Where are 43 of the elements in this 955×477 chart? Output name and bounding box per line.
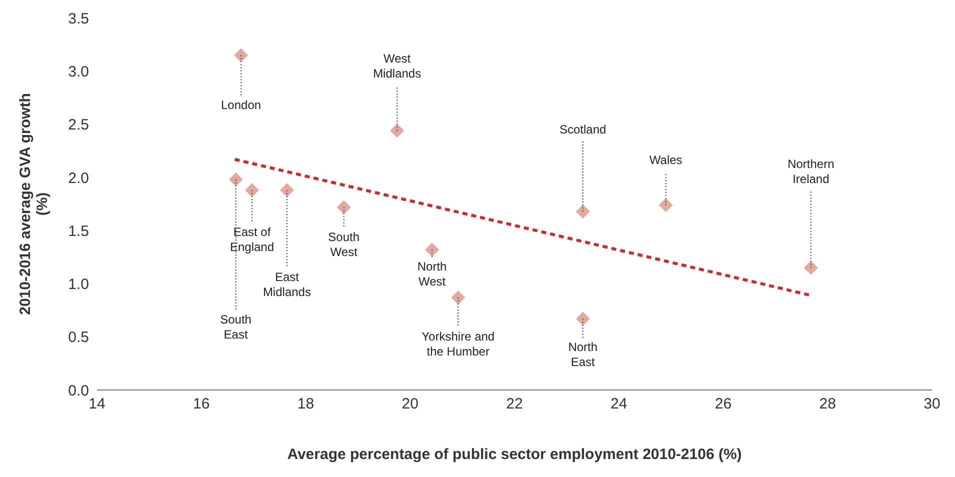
annotation: Yorkshire and the Humber <box>422 330 495 359</box>
point <box>336 200 351 214</box>
annotation: South East <box>220 312 252 342</box>
annotation: East Midlands <box>262 270 311 300</box>
annotation: South West <box>328 230 360 260</box>
annotation: London <box>221 98 262 112</box>
point <box>804 260 818 275</box>
annotation: Wales <box>649 153 682 168</box>
y-tick-label: 2.0 <box>68 170 89 187</box>
y-tick-label: 2.5 <box>68 116 89 134</box>
point <box>658 198 673 212</box>
annotation: East of England <box>230 225 274 254</box>
point <box>451 290 466 305</box>
x-tick-label: 26 <box>714 396 732 413</box>
x-tick-label: 22 <box>506 396 523 413</box>
annotation: North West <box>417 260 447 289</box>
point <box>234 48 248 62</box>
x-tick-label: 28 <box>819 396 836 413</box>
y-axis-title: 2010-2016 average GVA growth (%) <box>17 93 51 315</box>
point <box>280 183 294 198</box>
annotation: West Midlands <box>373 52 422 81</box>
y-tick-label: 0.5 <box>68 329 89 346</box>
point <box>576 312 590 326</box>
annotation: North East <box>568 340 598 369</box>
y-tick-label: 1.5 <box>68 222 89 240</box>
point <box>390 124 404 138</box>
annotation: Northern Ireland <box>788 156 834 186</box>
point <box>244 183 259 198</box>
x-tick-label: 14 <box>88 396 106 413</box>
y-tick-label: 1.0 <box>68 276 89 294</box>
x-axis-title: Average percentage of public sector employment 2010-2106 (%) <box>287 446 742 463</box>
annotation: Scotland <box>560 122 606 136</box>
x-tick-label: 24 <box>610 396 628 413</box>
y-tick-label: 3.5 <box>68 10 89 28</box>
point <box>425 242 440 257</box>
y-tick-label: 0.0 <box>68 382 89 400</box>
x-tick-label: 20 <box>402 396 418 413</box>
x-tick-label: 30 <box>924 396 940 413</box>
x-tick-label: 18 <box>297 396 314 413</box>
y-tick-label: 3.0 <box>68 63 89 80</box>
point <box>228 172 243 187</box>
x-tick-label: 16 <box>193 396 210 413</box>
point <box>576 204 590 218</box>
